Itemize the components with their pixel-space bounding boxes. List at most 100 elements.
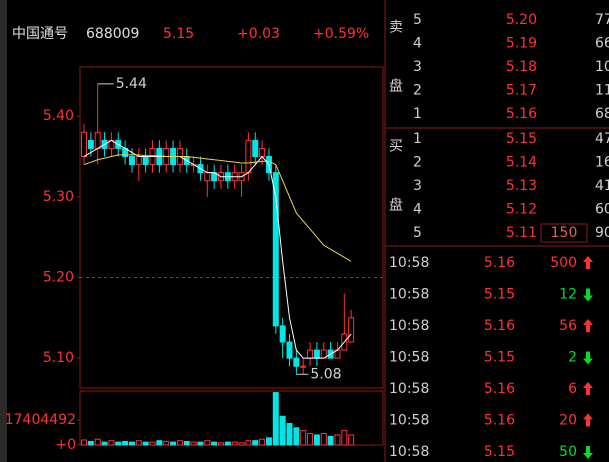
trade-volume: 12 [559, 287, 577, 303]
book-volume: 77 [595, 12, 609, 28]
stock-price: 5.15 [163, 26, 194, 42]
trade-volume: 20 [559, 413, 577, 429]
book-volume: 47 [595, 131, 609, 147]
book-side-label: 盘 [389, 77, 403, 94]
book-level: 3 [413, 178, 422, 194]
trade-direction-arrow [583, 446, 593, 459]
candle-body [252, 139, 259, 158]
volume-tick-label: +0 [55, 437, 76, 453]
y-tick-label: 5.30 [43, 189, 74, 205]
high-label: 5.44 [116, 76, 147, 92]
book-price: 5.11 [506, 225, 537, 241]
candle-body [348, 317, 355, 343]
volume-bar [128, 441, 135, 446]
trade-time: 10:58 [389, 287, 429, 303]
trade-volume: 56 [559, 318, 577, 334]
book-level: 2 [413, 155, 422, 171]
book-volume: 16 [595, 155, 609, 171]
volume-bar [115, 441, 122, 446]
volume-bar [259, 438, 266, 446]
y-tick-label: 5.20 [43, 270, 74, 286]
y-tick-label: 5.10 [43, 350, 74, 366]
trade-price: 5.15 [484, 444, 515, 460]
stock-name: 中国通号 [12, 26, 68, 42]
volume-bar [218, 442, 224, 446]
trade-price: 5.15 [484, 287, 515, 303]
volume-bar [108, 440, 115, 446]
trade-time: 10:58 [389, 318, 429, 334]
book-side-label: 卖 [389, 20, 403, 36]
trade-volume: 6 [568, 381, 577, 397]
trade-volume: 500 [550, 255, 577, 271]
volume-bar [341, 430, 348, 446]
volume-bar [156, 440, 163, 446]
volume-bar [238, 442, 245, 446]
book-level: 1 [413, 106, 422, 122]
volume-bar [211, 441, 218, 446]
book-pending: 150 [551, 225, 578, 241]
volume-bar [183, 440, 190, 446]
candle-body [135, 156, 142, 166]
book-price: 5.12 [506, 202, 537, 218]
trade-direction-arrow [583, 256, 593, 269]
volume-bar [272, 392, 279, 446]
book-price: 5.20 [506, 12, 537, 28]
trade-volume: 50 [559, 444, 577, 460]
book-level: 5 [413, 12, 422, 28]
book-side-label: 盘 [389, 196, 403, 213]
candle-body [87, 139, 94, 149]
volume-bar [327, 435, 334, 446]
book-level: 3 [413, 59, 422, 75]
volume-bar [81, 439, 87, 446]
candle-body [272, 172, 279, 327]
trade-time: 10:58 [389, 444, 429, 460]
pending-box [540, 223, 588, 243]
candle-body [245, 139, 252, 174]
book-level: 1 [413, 131, 422, 147]
trade-price: 5.16 [484, 381, 515, 397]
candle-body [300, 365, 307, 368]
trade-price: 5.16 [484, 413, 515, 429]
book-level: 5 [413, 225, 422, 241]
volume-bar [231, 441, 238, 446]
candle-body [128, 156, 135, 166]
volume-bar [224, 441, 231, 446]
candle-body [293, 357, 300, 367]
volume-bar [307, 433, 314, 446]
volume-bar [245, 440, 252, 446]
trade-direction-arrow [583, 288, 593, 302]
book-price: 5.14 [506, 155, 537, 171]
volume-bar [101, 441, 108, 446]
trade-direction-arrow [583, 413, 593, 427]
low-label: 5.08 [310, 366, 341, 382]
candle-body [286, 341, 293, 359]
book-level: 4 [413, 36, 422, 52]
book-price: 5.15 [506, 131, 537, 147]
y-tick-label: 5.40 [43, 108, 74, 124]
volume-bar [348, 434, 355, 446]
volume-bar [313, 434, 320, 446]
book-price: 5.18 [506, 59, 537, 75]
candle-body [94, 131, 101, 149]
book-price: 5.17 [506, 83, 537, 99]
trade-time: 10:58 [389, 413, 429, 429]
volume-bar [190, 441, 197, 446]
book-volume: 110 [595, 83, 609, 99]
candle-body [313, 349, 320, 359]
volume-bar [252, 440, 259, 446]
volume-bar [293, 427, 300, 446]
volume-pane-border [79, 390, 384, 446]
trade-volume: 2 [568, 350, 577, 366]
book-price: 5.13 [506, 178, 537, 194]
trade-direction-arrow [583, 382, 593, 395]
volume-bar [300, 430, 307, 446]
trade-time: 10:58 [389, 381, 429, 397]
candle-body [279, 325, 286, 343]
candle-body [204, 172, 211, 182]
book-price: 5.19 [506, 36, 537, 52]
book-volume: 106 [595, 59, 609, 75]
book-volume: 66 [595, 36, 609, 52]
trade-time: 10:58 [389, 255, 429, 271]
volume-bar [142, 441, 149, 446]
volume-bar [197, 441, 204, 446]
